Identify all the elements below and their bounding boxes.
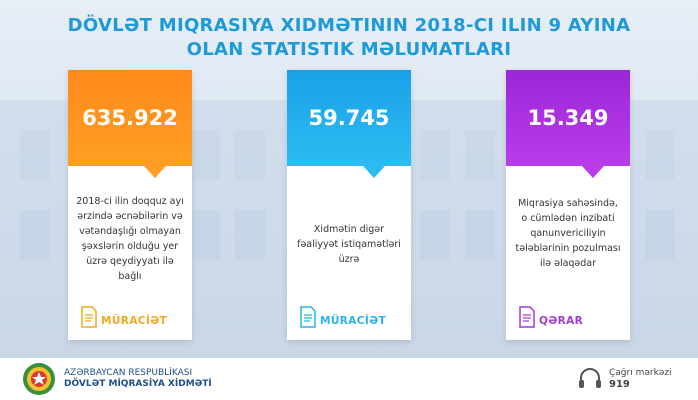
- stat-footer: MÜRACİƏT: [80, 306, 167, 328]
- org-line-2: DÖVLƏT MİQRASİYA XİDMƏTİ: [64, 379, 212, 389]
- call-center-label: Çağrı mərkəzi: [609, 368, 672, 378]
- title-line-1: DÖVLƏT MIQRASIYA XIDMƏTININ 2018-CI ILIN…: [67, 15, 631, 36]
- org-line-1: AZƏRBAYCAN RESPUBLİKASI: [64, 368, 193, 378]
- stat-value: 635.922: [82, 106, 178, 130]
- document-icon: [519, 306, 535, 328]
- stat-value: 15.349: [527, 106, 609, 130]
- call-center-number: 919: [609, 379, 630, 390]
- stat-footer: QƏRAR: [518, 306, 583, 328]
- stat-value: 59.745: [308, 106, 390, 130]
- header-notch: [144, 166, 166, 178]
- stat-card-registration: 635.922 2018-ci ilin doqquz ayı ərzində …: [68, 70, 192, 340]
- title-line-2: OLAN STATISTIK MƏLUMATLARI: [186, 39, 512, 60]
- header-notch: [363, 166, 385, 178]
- stat-footer-label: MÜRACİƏT: [101, 315, 168, 327]
- state-emblem-logo: [23, 363, 55, 395]
- stat-description: 2018-ci ilin doqquz ayı ərzində əcnəbilə…: [76, 196, 184, 282]
- stat-footer: MÜRACİƏT: [299, 306, 386, 328]
- stat-card-header: 59.745: [287, 70, 411, 178]
- stat-description: Miqrasiya sahəsində, o cümlədən inzibati…: [515, 198, 621, 269]
- call-center: Çağrı mərkəzi 919: [609, 367, 672, 391]
- stat-card-other-activities: 59.745 Xidmətin digər fəaliyyət istiqamə…: [287, 70, 411, 340]
- document-icon: [81, 306, 97, 328]
- footer-bar: AZƏRBAYCAN RESPUBLİKASI DÖVLƏT MİQRASİYA…: [0, 357, 698, 400]
- stat-footer-label: QƏRAR: [539, 315, 584, 327]
- page-title: DÖVLƏT MIQRASIYA XIDMƏTININ 2018-CI ILIN…: [0, 14, 698, 62]
- header-notch: [582, 166, 604, 178]
- headset-icon: [579, 368, 601, 388]
- stat-description: Xidmətin digər fəaliyyət istiqamətləri ü…: [297, 224, 401, 265]
- stat-card-header: 635.922: [68, 70, 192, 178]
- stat-card-header: 15.349: [506, 70, 630, 178]
- organization-name: AZƏRBAYCAN RESPUBLİKASI DÖVLƏT MİQRASİYA…: [64, 368, 212, 390]
- document-icon: [300, 306, 316, 328]
- stat-footer-label: MÜRACİƏT: [320, 315, 387, 327]
- stat-card-decisions: 15.349 Miqrasiya sahəsində, o cümlədən i…: [506, 70, 630, 340]
